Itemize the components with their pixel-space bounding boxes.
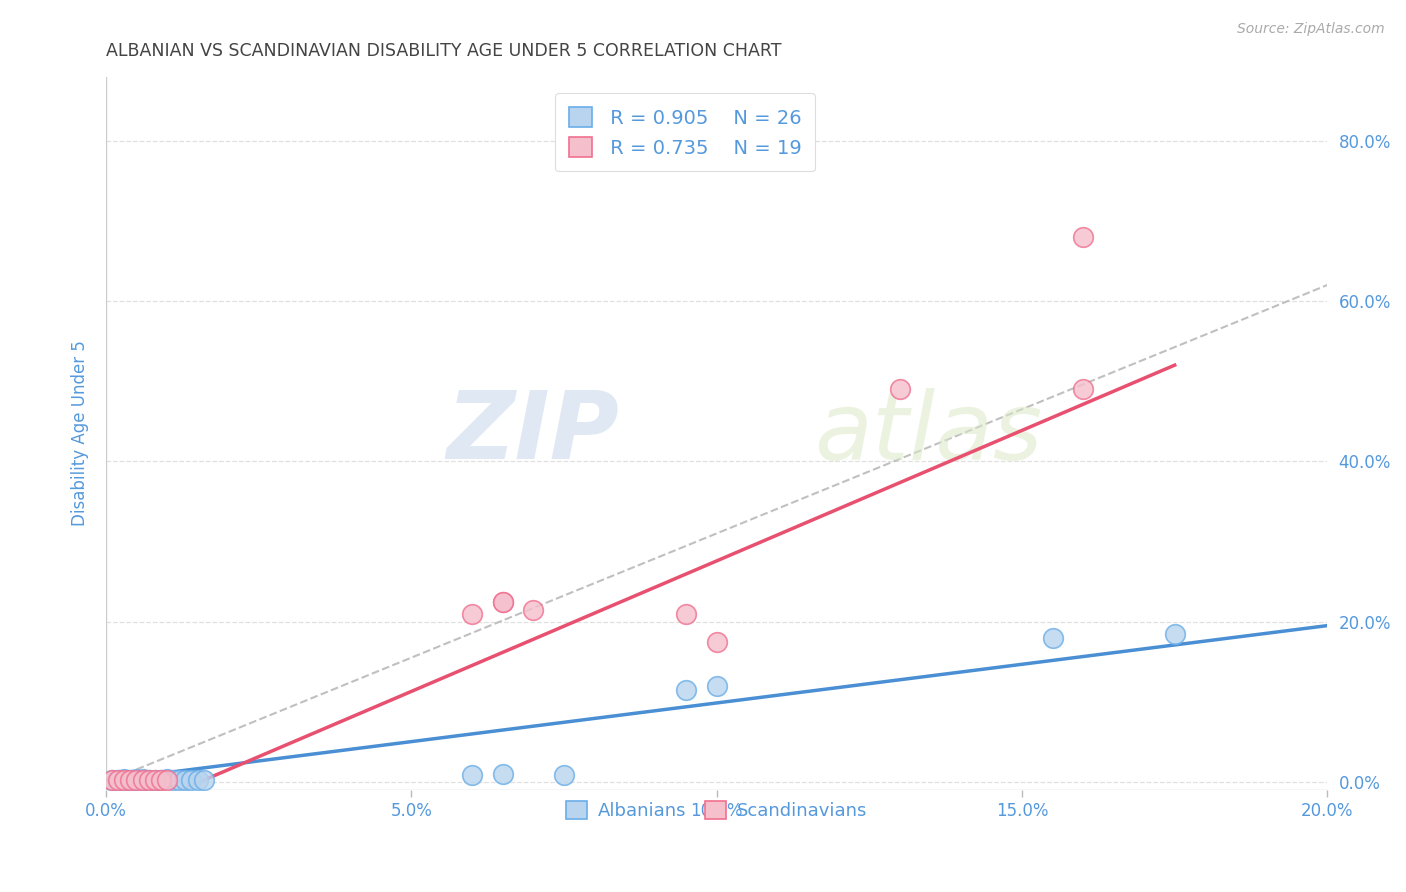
Point [492, 594, 515, 608]
Point [1042, 631, 1064, 645]
Y-axis label: Disability Age Under 5: Disability Age Under 5 [72, 341, 89, 526]
Point [101, 773, 124, 788]
Point [1071, 230, 1094, 244]
Point [1071, 382, 1094, 396]
Point [1163, 626, 1185, 640]
Point [112, 773, 135, 788]
Point [125, 772, 148, 787]
Point [120, 773, 142, 788]
Point [889, 382, 911, 396]
Point [149, 773, 172, 788]
Point [156, 773, 179, 788]
Legend: Albanians, Scandinavians: Albanians, Scandinavians [551, 786, 882, 834]
Point [522, 602, 544, 616]
Point [193, 773, 215, 788]
Point [675, 607, 697, 621]
Point [675, 682, 697, 697]
Point [143, 773, 166, 788]
Point [553, 768, 575, 782]
Point [131, 773, 153, 788]
Text: ALBANIAN VS SCANDINAVIAN DISABILITY AGE UNDER 5 CORRELATION CHART: ALBANIAN VS SCANDINAVIAN DISABILITY AGE … [105, 42, 782, 60]
Point [149, 773, 172, 788]
Point [138, 773, 160, 788]
Point [138, 773, 160, 788]
Point [492, 594, 515, 608]
Point [112, 772, 135, 787]
Point [174, 773, 197, 788]
Point [125, 773, 148, 788]
Point [131, 773, 153, 788]
Point [167, 773, 190, 788]
Point [120, 773, 142, 788]
Point [156, 772, 179, 787]
Point [125, 773, 148, 788]
Point [492, 767, 515, 781]
Point [107, 773, 129, 788]
Point [162, 773, 184, 788]
Point [706, 679, 728, 693]
Text: Source: ZipAtlas.com: Source: ZipAtlas.com [1237, 22, 1385, 37]
Point [186, 773, 208, 788]
Point [112, 773, 135, 788]
Point [461, 768, 484, 782]
Point [101, 773, 124, 788]
Text: ZIP: ZIP [446, 387, 619, 479]
Point [180, 773, 202, 788]
Point [461, 607, 484, 621]
Text: atlas: atlas [814, 388, 1043, 479]
Point [706, 634, 728, 648]
Point [131, 772, 153, 787]
Point [107, 773, 129, 788]
Point [143, 773, 166, 788]
